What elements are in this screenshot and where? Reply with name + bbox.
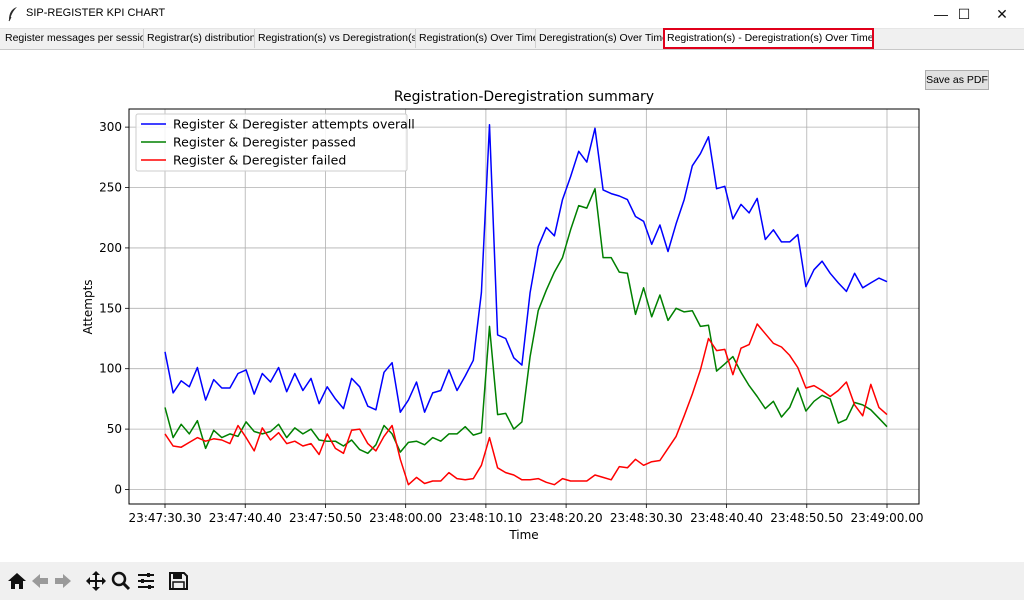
navigation-toolbar (0, 562, 1024, 600)
y-tick-label: 300 (99, 120, 122, 134)
x-tick-label: 23:48:00.00 (369, 511, 442, 525)
y-tick-label: 200 (99, 241, 122, 255)
y-axis-label: Attempts (81, 279, 95, 334)
save-icon[interactable] (167, 570, 189, 592)
tab-deregistrations-over-time[interactable]: Deregistration(s) Over Time (536, 29, 664, 48)
x-tick-label: 23:48:50.50 (770, 511, 843, 525)
tab-registrations-deregistrations-over-time[interactable]: Registration(s) - Deregistration(s) Over… (663, 28, 874, 49)
y-tick-label: 0 (114, 483, 122, 497)
tab-registrars-distribution[interactable]: Registrar(s) distribution (144, 29, 255, 48)
series-line-2 (164, 187, 888, 455)
x-tick-label: 23:47:30.30 (129, 511, 202, 525)
configure-subplots-icon[interactable] (135, 570, 157, 592)
legend-box (135, 113, 408, 172)
legend-entry-3: Register & Deregister failed (173, 153, 346, 168)
x-tick-label: 23:48:30.30 (610, 511, 683, 525)
series-line-3 (164, 323, 888, 486)
zoom-icon[interactable] (110, 570, 132, 592)
legend-entry-2: Register & Deregister passed (173, 135, 356, 150)
tab-register-messages-per-session[interactable]: Register messages per session (2, 29, 144, 48)
pan-icon[interactable] (85, 570, 107, 592)
minimize-button[interactable]: — (934, 6, 948, 22)
y-tick-label: 250 (99, 181, 122, 195)
chart-title: Registration-Deregistration summary (394, 89, 654, 105)
back-arrow-icon[interactable] (29, 570, 51, 592)
x-tick-label: 23:48:40.40 (690, 511, 763, 525)
tab-bar: Register messages per session Registrar(… (0, 28, 1024, 50)
y-tick-label: 50 (107, 422, 122, 436)
x-tick-label: 23:47:50.50 (289, 511, 362, 525)
x-tick-label: 23:49:00.00 (851, 511, 924, 525)
tab-registrations-vs-deregistrations[interactable]: Registration(s) vs Deregistration(s) (255, 29, 416, 48)
title-bar: SIP-REGISTER KPI CHART — ☐ ✕ (0, 0, 1024, 29)
window-title: SIP-REGISTER KPI CHART (26, 7, 166, 19)
y-tick-label: 100 (99, 362, 122, 376)
legend-entry-1: Register & Deregister attempts overall (173, 117, 415, 132)
x-tick-label: 23:48:20.20 (530, 511, 603, 525)
forward-arrow-icon[interactable] (52, 570, 74, 592)
close-button[interactable]: ✕ (996, 6, 1008, 22)
series-line-1 (164, 123, 888, 413)
feather-icon (7, 6, 21, 22)
maximize-button[interactable]: ☐ (957, 6, 971, 22)
plot-frame (128, 108, 920, 505)
save-as-pdf-button[interactable]: Save as PDF (925, 70, 989, 90)
home-icon[interactable] (6, 570, 28, 592)
x-axis-label: Time (508, 528, 538, 542)
x-tick-label: 23:48:10.10 (449, 511, 522, 525)
y-tick-label: 150 (99, 301, 122, 315)
tab-registrations-over-time[interactable]: Registration(s) Over Time (416, 29, 536, 48)
chart: 23:47:30.30 23:47:40.40 23:47:50.50 23:48:0… (81, 89, 924, 542)
x-tick-label: 23:47:40.40 (209, 511, 282, 525)
